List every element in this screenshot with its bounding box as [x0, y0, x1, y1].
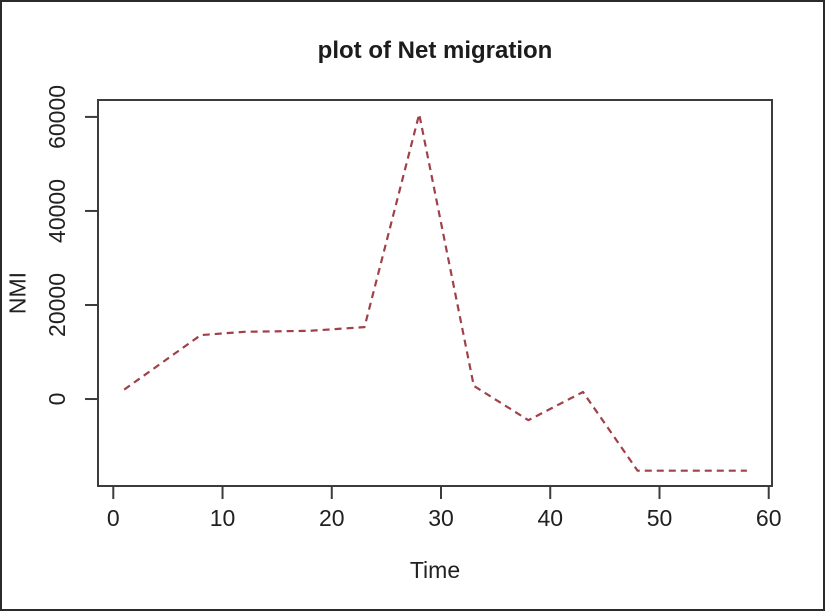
chart-title: plot of Net migration	[317, 37, 553, 64]
y-tick-label: 0	[44, 393, 70, 406]
y-tick-label: 40000	[44, 179, 70, 243]
x-tick-label: 20	[319, 505, 345, 531]
x-tick-label: 10	[210, 505, 236, 531]
y-tick-label: 60000	[44, 85, 70, 149]
x-tick-label: 40	[537, 505, 563, 531]
x-tick-label: 50	[647, 505, 673, 531]
x-tick-label: 30	[428, 505, 454, 531]
plot-box	[97, 99, 773, 487]
y-tick-label: 20000	[44, 273, 70, 337]
x-tick-label: 0	[107, 505, 120, 531]
x-axis-label: Time	[409, 557, 461, 583]
net-migration-line	[123, 112, 747, 472]
x-tick-label: 60	[756, 505, 782, 531]
